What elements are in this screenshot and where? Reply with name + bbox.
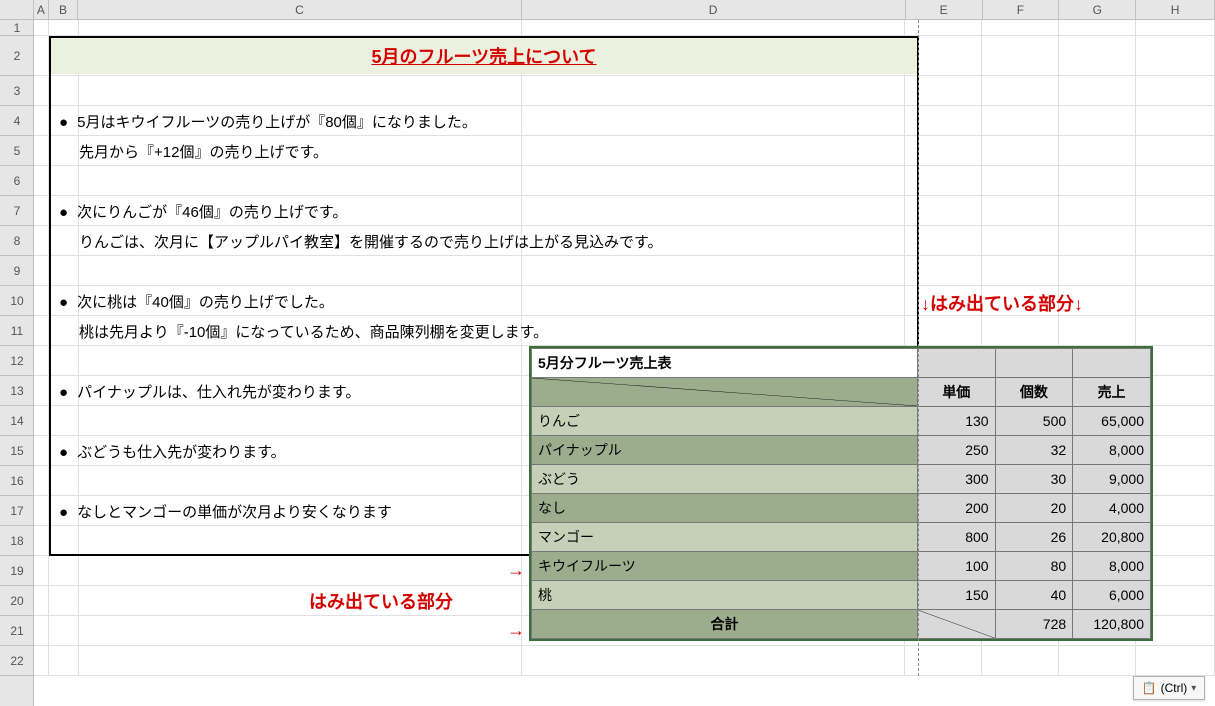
row-header-13[interactable]: 13 bbox=[0, 376, 34, 406]
column-header-A[interactable]: A bbox=[34, 0, 49, 20]
sales-row-price: 200 bbox=[918, 494, 996, 523]
overflow-annotation-right: ↓はみ出ている部分↓ bbox=[921, 290, 1083, 316]
select-all-corner[interactable] bbox=[0, 0, 34, 19]
row-header-21[interactable]: 21 bbox=[0, 616, 34, 646]
row-header-20[interactable]: 20 bbox=[0, 586, 34, 616]
row-header-3[interactable]: 3 bbox=[0, 76, 34, 106]
sales-row-price: 150 bbox=[918, 581, 996, 610]
document-line: 桃は先月より『-10個』になっているため、商品陳列棚を変更します。 bbox=[79, 321, 548, 342]
row-header-6[interactable]: 6 bbox=[0, 166, 34, 196]
sales-row-name: パイナップル bbox=[532, 436, 918, 465]
sales-table-blank bbox=[995, 349, 1073, 378]
document-title: 5月のフルーツ売上について bbox=[51, 38, 917, 74]
sales-table-total-sales: 120,800 bbox=[1073, 610, 1151, 639]
row-header-7[interactable]: 7 bbox=[0, 196, 34, 226]
sales-row-price: 130 bbox=[918, 407, 996, 436]
row-header-11[interactable]: 11 bbox=[0, 316, 34, 346]
sales-row-price: 100 bbox=[918, 552, 996, 581]
sales-row-sales: 8,000 bbox=[1073, 436, 1151, 465]
sales-row-sales: 4,000 bbox=[1073, 494, 1151, 523]
sales-row-price: 300 bbox=[918, 465, 996, 494]
paste-options-button[interactable]: 📋 (Ctrl) ▾ bbox=[1133, 676, 1205, 700]
sales-row-sales: 8,000 bbox=[1073, 552, 1151, 581]
sales-row-sales: 20,800 bbox=[1073, 523, 1151, 552]
sales-table-header-sales: 売上 bbox=[1073, 378, 1151, 407]
document-line: ● パイナップルは、仕入れ先が変わります。 bbox=[59, 381, 360, 402]
document-line: りんごは、次月に【アップルパイ教室】を開催するので売り上げは上がる見込みです。 bbox=[79, 231, 663, 252]
sales-row-qty: 26 bbox=[995, 523, 1073, 552]
row-header-4[interactable]: 4 bbox=[0, 106, 34, 136]
overflow-annotation-left: はみ出ている部分 bbox=[309, 588, 453, 614]
row-header-15[interactable]: 15 bbox=[0, 436, 34, 466]
sales-table-header-qty: 個数 bbox=[995, 378, 1073, 407]
document-line: 先月から『+12個』の売り上げです。 bbox=[79, 141, 328, 162]
ctrl-label: (Ctrl) bbox=[1161, 681, 1188, 695]
sales-row-sales: 9,000 bbox=[1073, 465, 1151, 494]
row-header-10[interactable]: 10 bbox=[0, 286, 34, 316]
sales-row-price: 800 bbox=[918, 523, 996, 552]
clipboard-icon: 📋 bbox=[1142, 681, 1157, 695]
row-header-12[interactable]: 12 bbox=[0, 346, 34, 376]
row-header-5[interactable]: 5 bbox=[0, 136, 34, 166]
column-header-C[interactable]: C bbox=[78, 0, 521, 20]
sales-row-qty: 500 bbox=[995, 407, 1073, 436]
row-header-8[interactable]: 8 bbox=[0, 226, 34, 256]
sales-row-name: ぶどう bbox=[532, 465, 918, 494]
sales-table-blank bbox=[1073, 349, 1151, 378]
sales-row-qty: 80 bbox=[995, 552, 1073, 581]
sales-table: 5月分フルーツ売上表 単価 個数 売上 りんご13050065,000 パイナップ… bbox=[529, 346, 1153, 641]
document-line: ● なしとマンゴーの単価が次月より安くなります bbox=[59, 501, 392, 522]
row-header-9[interactable]: 9 bbox=[0, 256, 34, 286]
sales-row-sales: 6,000 bbox=[1073, 581, 1151, 610]
spreadsheet-viewport: ABCDEFGH 1234567891011121314151617181920… bbox=[0, 0, 1215, 706]
row-headers: 12345678910111213141516171819202122 bbox=[0, 20, 34, 706]
sales-row-name: マンゴー bbox=[532, 523, 918, 552]
sales-table-diagonal-header bbox=[532, 378, 918, 407]
row-header-16[interactable]: 16 bbox=[0, 466, 34, 496]
row-header-2[interactable]: 2 bbox=[0, 36, 34, 76]
sales-table-header-price: 単価 bbox=[918, 378, 996, 407]
document-line: ● 5月はキウイフルーツの売り上げが『80個』になりました。 bbox=[59, 111, 477, 132]
sales-row-sales: 65,000 bbox=[1073, 407, 1151, 436]
row-header-19[interactable]: 19 bbox=[0, 556, 34, 586]
document-line: ● 次にりんごが『46個』の売り上げです。 bbox=[59, 201, 347, 222]
row-header-1[interactable]: 1 bbox=[0, 20, 34, 36]
sales-row-qty: 30 bbox=[995, 465, 1073, 494]
sales-table-blank bbox=[918, 349, 996, 378]
sales-table-title: 5月分フルーツ売上表 bbox=[532, 349, 918, 378]
row-header-17[interactable]: 17 bbox=[0, 496, 34, 526]
sales-row-qty: 32 bbox=[995, 436, 1073, 465]
sales-row-price: 250 bbox=[918, 436, 996, 465]
column-header-E[interactable]: E bbox=[906, 0, 983, 20]
column-header-G[interactable]: G bbox=[1059, 0, 1136, 20]
document-line: ● 次に桃は『40個』の売り上げでした。 bbox=[59, 291, 334, 312]
row-header-18[interactable]: 18 bbox=[0, 526, 34, 556]
sales-row-name: キウイフルーツ bbox=[532, 552, 918, 581]
sales-row-qty: 20 bbox=[995, 494, 1073, 523]
column-header-D[interactable]: D bbox=[522, 0, 906, 20]
row-header-14[interactable]: 14 bbox=[0, 406, 34, 436]
document-line: ● ぶどうも仕入先が変わります。 bbox=[59, 441, 286, 462]
sales-row-qty: 40 bbox=[995, 581, 1073, 610]
sales-table-total-blank bbox=[918, 610, 996, 639]
sales-table-total-qty: 728 bbox=[995, 610, 1073, 639]
sales-table-total-label: 合計 bbox=[532, 610, 918, 639]
column-header-H[interactable]: H bbox=[1136, 0, 1215, 20]
sales-row-name: 桃 bbox=[532, 581, 918, 610]
overflow-arrow-icon: → bbox=[507, 560, 525, 581]
overflow-arrow-icon: → bbox=[507, 620, 525, 641]
row-header-22[interactable]: 22 bbox=[0, 646, 34, 676]
sales-row-name: なし bbox=[532, 494, 918, 523]
chevron-down-icon: ▾ bbox=[1191, 683, 1196, 694]
column-header-F[interactable]: F bbox=[983, 0, 1060, 20]
column-header-B[interactable]: B bbox=[49, 0, 79, 20]
column-headers: ABCDEFGH bbox=[0, 0, 1215, 20]
sales-row-name: りんご bbox=[532, 407, 918, 436]
